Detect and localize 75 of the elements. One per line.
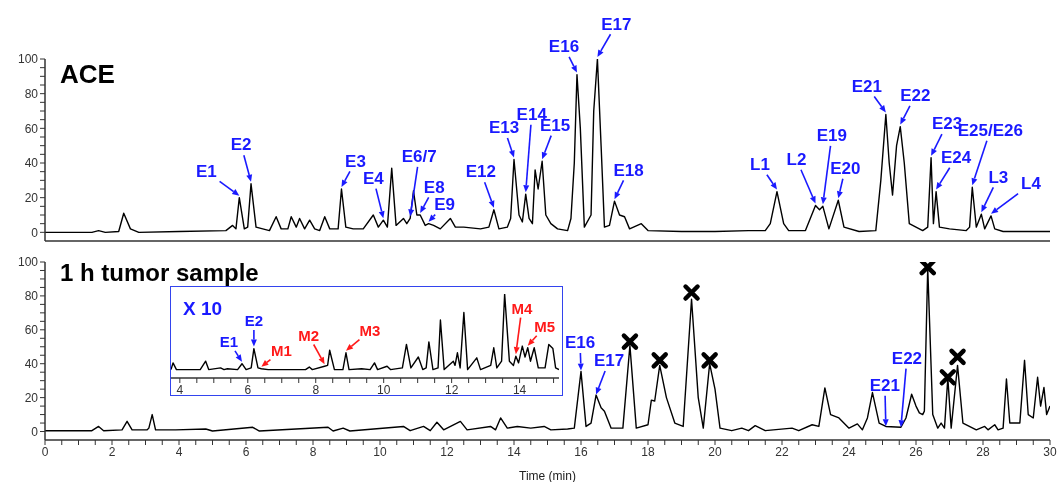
x-tick-label: 2 (108, 444, 116, 459)
point (683, 284, 700, 301)
x-tick-label: 6 (242, 444, 250, 459)
annotation: E1 (219, 333, 239, 351)
annotation: M3 (359, 322, 381, 340)
annotation: L4 (1021, 174, 1042, 194)
y-tick-label: 40 (24, 156, 39, 171)
x-tick-label: 8 (312, 382, 320, 397)
annotation: E22 (900, 86, 931, 106)
x-tick-label: 14 (507, 444, 521, 459)
chart-title: ACE (60, 59, 115, 89)
annotation: E17 (593, 351, 625, 371)
point (621, 333, 639, 350)
point (939, 369, 957, 386)
x-tick-label: 14 (512, 382, 527, 397)
x-tick-label: 4 (176, 382, 184, 397)
annotation: E8 (423, 177, 445, 197)
x-tick-label: 10 (373, 444, 387, 459)
x-tick-label: 24 (842, 444, 856, 459)
x-tick-label: 26 (909, 444, 923, 459)
y-tick-label: 100 (17, 255, 39, 270)
point (651, 352, 668, 369)
annotation: E1 (195, 162, 217, 182)
annotation: E18 (613, 160, 644, 180)
x-tick-label: 4 (175, 444, 183, 459)
point (919, 262, 936, 276)
y-tick-label: 0 (31, 225, 39, 240)
x-tick-label: 8 (309, 444, 317, 459)
point (701, 352, 718, 369)
annotation: E2 (230, 135, 252, 155)
annotation: E6/7 (401, 146, 437, 166)
annotation: L1 (750, 155, 770, 175)
x-tick-label: 12 (444, 382, 459, 397)
x-tick-label: 30 (1043, 444, 1057, 459)
annotation: E17 (601, 14, 632, 34)
x-tick-label: 10 (377, 382, 391, 397)
annotation: E20 (830, 158, 861, 178)
annotation: E12 (465, 162, 497, 182)
annotation: E24 (940, 148, 972, 168)
annotation: E21 (851, 76, 882, 96)
x-axis-title: Time (min) (519, 469, 576, 483)
annotation: E16 (564, 333, 596, 353)
annotation: M5 (534, 318, 556, 336)
chart-title: 1 h tumor sample (60, 259, 259, 286)
y-tick-label: 80 (24, 86, 39, 101)
annotation: L2 (786, 149, 807, 169)
point (949, 348, 966, 366)
annotation: M2 (298, 326, 319, 344)
y-tick-label: 20 (24, 190, 39, 205)
y-tick-label: 0 (31, 424, 39, 439)
x-tick-label: 28 (976, 444, 990, 459)
annotation: E9 (434, 195, 455, 215)
annotation: E2 (244, 312, 264, 330)
y-tick-label: 60 (24, 323, 39, 338)
y-tick-label: 60 (24, 121, 39, 136)
x-tick-label: 20 (708, 444, 722, 459)
annotation: E3 (345, 151, 366, 171)
y-tick-label: 100 (17, 52, 39, 67)
annotation: E21 (869, 375, 900, 395)
annotation: E16 (548, 37, 580, 57)
annotation: M1 (270, 342, 292, 360)
annotation: L3 (988, 167, 1009, 187)
x-tick-label: 0 (41, 444, 49, 459)
annotation: E22 (891, 348, 923, 368)
x-tick-label: 18 (641, 444, 655, 459)
x-tick-label: 12 (440, 444, 454, 459)
annotation: E4 (362, 168, 385, 188)
chart-title: X 10 (183, 298, 223, 319)
annotation: E19 (816, 125, 847, 145)
y-tick-label: 40 (24, 356, 39, 371)
x-tick-label: 6 (244, 382, 252, 397)
y-tick-label: 80 (24, 289, 39, 304)
x-tick-label: 16 (574, 444, 588, 459)
x-tick-label: 22 (775, 444, 789, 459)
annotation: M4 (511, 299, 533, 317)
